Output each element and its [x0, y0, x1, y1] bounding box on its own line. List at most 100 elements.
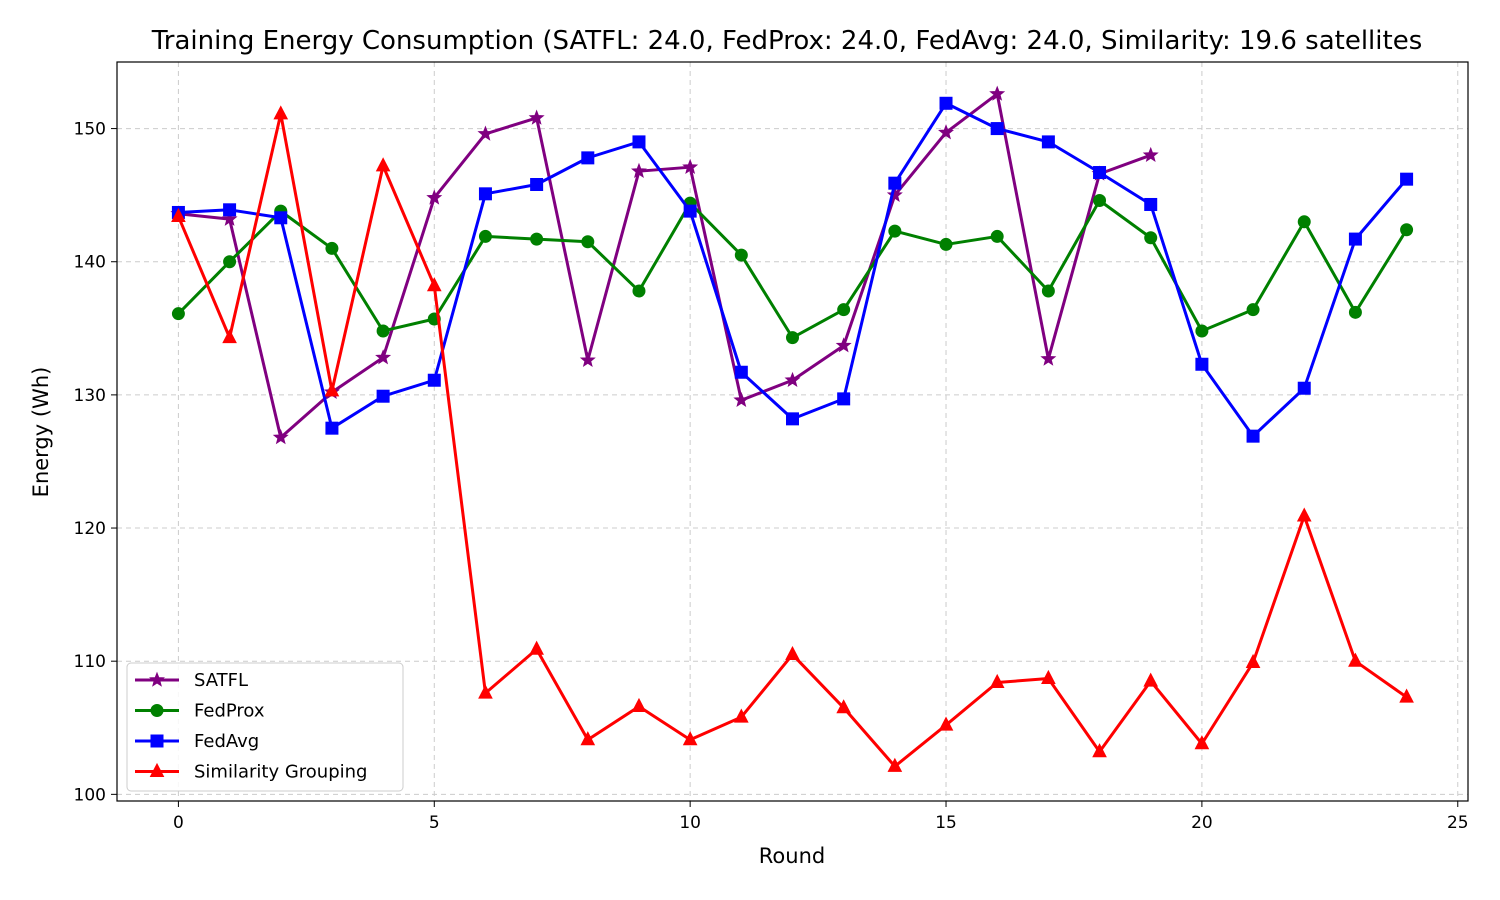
data-point: [682, 158, 699, 174]
data-point: [1041, 135, 1055, 149]
data-point: [1144, 197, 1158, 211]
series-satfl: [170, 85, 1159, 445]
data-point: [477, 125, 494, 141]
data-point: [478, 187, 492, 201]
legend-marker: [150, 704, 164, 717]
data-point: [325, 241, 339, 255]
data-point: [1246, 303, 1260, 317]
y-tick-label: 130: [74, 386, 106, 406]
x-axis-label: Round: [759, 844, 825, 868]
data-point: [1348, 305, 1362, 319]
data-point: [682, 731, 698, 746]
series-fedprox: [171, 193, 1414, 345]
data-point: [1296, 507, 1312, 522]
data-point: [630, 162, 647, 178]
legend-label: SATFL: [194, 670, 248, 691]
data-point: [376, 324, 390, 338]
data-point: [528, 109, 545, 125]
data-point: [887, 757, 903, 772]
legend-item: SATFL: [135, 670, 248, 691]
plot-series: [170, 85, 1414, 772]
legend-marker: [150, 734, 164, 748]
x-tick-label: 15: [935, 813, 957, 833]
data-point: [1143, 672, 1159, 687]
legend-label: FedProx: [194, 701, 265, 722]
data-point: [580, 731, 596, 746]
x-tick-label: 0: [173, 813, 184, 833]
data-point: [734, 708, 749, 723]
data-point: [1400, 223, 1414, 237]
data-point: [1348, 232, 1362, 246]
x-tick-label: 10: [679, 813, 701, 833]
data-point: [837, 392, 851, 406]
data-point: [223, 255, 237, 269]
axis-ticks: 0 5 10 15 20 25 100 110 120 130 140 150: [74, 120, 1469, 833]
data-point: [478, 229, 492, 243]
data-point: [478, 684, 493, 699]
data-point: [427, 373, 441, 387]
data-point: [784, 371, 801, 388]
data-point: [888, 176, 902, 190]
data-point: [1246, 429, 1260, 443]
data-point: [426, 277, 442, 292]
data-point: [989, 673, 1005, 688]
data-point: [786, 412, 799, 426]
data-point: [939, 96, 953, 110]
data-point: [631, 697, 647, 712]
data-point: [530, 232, 544, 246]
legend-item: FedProx: [135, 701, 265, 722]
data-point: [785, 645, 800, 661]
data-point: [1195, 324, 1209, 338]
data-point: [1348, 652, 1363, 667]
data-point: [835, 337, 852, 353]
data-point: [786, 331, 799, 345]
data-point: [1400, 172, 1414, 186]
data-point: [579, 351, 596, 368]
data-point: [530, 178, 544, 192]
series-line: [178, 101, 1408, 438]
data-point: [324, 382, 340, 397]
legend-marker: [149, 671, 165, 687]
legend-item: Similarity Grouping: [135, 762, 367, 783]
plot-frame: [116, 61, 1469, 802]
series-fedavg: [171, 96, 1414, 443]
data-point: [581, 235, 595, 249]
x-tick-label: 25: [1447, 813, 1469, 833]
legend: SATFL FedProx FedAvg Similarity Grouping: [126, 662, 404, 792]
data-point: [273, 105, 289, 120]
series-similarity-grouping: [171, 105, 1414, 772]
data-point: [1092, 743, 1107, 758]
legend-box: [126, 662, 404, 792]
data-point: [734, 365, 748, 379]
y-tick-label: 100: [74, 785, 106, 805]
y-tick-label: 150: [74, 120, 106, 140]
data-point: [223, 203, 237, 217]
data-point: [1195, 357, 1209, 371]
data-point: [632, 135, 646, 149]
data-point: [1297, 381, 1311, 395]
data-point: [1041, 669, 1056, 684]
x-tick-label: 5: [429, 813, 440, 833]
series-line: [178, 92, 1152, 439]
data-point: [1093, 166, 1107, 180]
data-point: [375, 157, 391, 172]
data-point: [529, 640, 544, 655]
data-point: [938, 124, 954, 140]
chart-title: Training Energy Consumption (SATFL: 24.0…: [151, 26, 1423, 56]
data-point: [426, 189, 443, 205]
data-point: [171, 207, 186, 222]
data-point: [1144, 231, 1158, 245]
data-point: [990, 229, 1004, 243]
data-point: [683, 204, 697, 218]
data-point: [375, 349, 392, 365]
data-point: [1093, 193, 1107, 207]
data-point: [837, 303, 851, 317]
data-point: [734, 248, 748, 262]
data-point: [272, 429, 289, 445]
legend-item: FedAvg: [135, 731, 259, 752]
data-point: [1041, 284, 1055, 298]
y-tick-label: 140: [74, 253, 106, 273]
data-point: [939, 237, 953, 251]
data-point: [632, 284, 646, 298]
